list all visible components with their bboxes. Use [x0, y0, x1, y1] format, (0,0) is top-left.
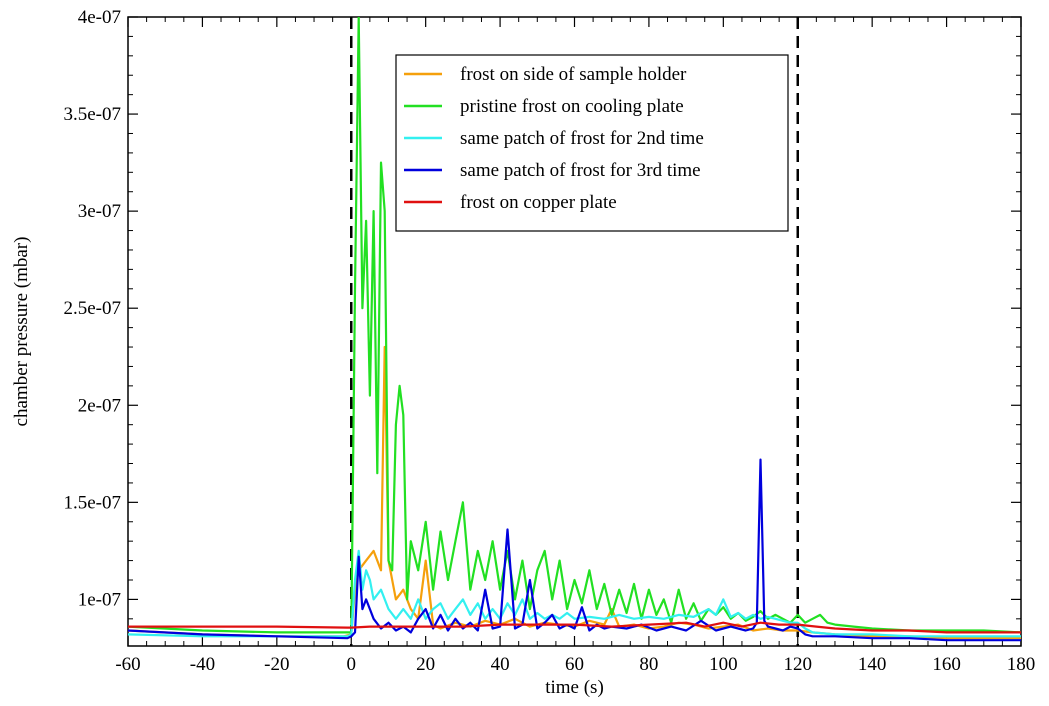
x-tick-label: 120: [784, 654, 813, 675]
x-tick-label: 0: [347, 654, 357, 675]
series-lines: [128, 17, 1021, 642]
y-tick-label: 2.5e-07: [63, 298, 121, 319]
y-tick-label: 1.5e-07: [63, 492, 121, 513]
legend: frost on side of sample holder pristine f…: [395, 54, 789, 232]
legend-label-2: pristine frost on cooling plate: [460, 96, 684, 117]
y-tick-label: 4e-07: [78, 7, 121, 28]
tick-labels: -60 -40 -20 0 20 40 60 80 100 120 140 160 180 1e-07 1.…: [63, 7, 1035, 675]
series-line-1: [128, 345, 1021, 640]
legend-label-5: frost on copper plate: [460, 192, 617, 213]
legend-label-1: frost on side of sample holder: [460, 64, 687, 85]
x-tick-label: 140: [858, 654, 887, 675]
axis-ticks: [127, 16, 1022, 646]
legend-box: [395, 54, 789, 232]
y-tick-label: 3e-07: [78, 201, 121, 222]
x-tick-label: -20: [264, 654, 289, 675]
series-line-4: [128, 458, 1021, 642]
series-line-2: [128, 17, 1021, 634]
x-axis-label: time (s): [545, 677, 604, 698]
legend-label-3: same patch of frost for 2nd time: [460, 128, 704, 149]
y-tick-label: 3.5e-07: [63, 104, 121, 125]
x-tick-label: -60: [115, 654, 140, 675]
x-tick-label: 100: [709, 654, 738, 675]
legend-label-4: same patch of frost for 3rd time: [460, 160, 701, 181]
y-axis-label: chamber pressure (mbar): [11, 237, 32, 427]
x-tick-label: -40: [190, 654, 215, 675]
x-tick-label: 160: [932, 654, 961, 675]
x-tick-label: 20: [416, 654, 435, 675]
x-tick-label: 80: [639, 654, 658, 675]
series-line-3: [128, 549, 1021, 638]
x-tick-label: 40: [491, 654, 510, 675]
x-tick-label: 180: [1007, 654, 1036, 675]
x-tick-label: 60: [565, 654, 584, 675]
y-tick-label: 1e-07: [78, 589, 121, 610]
y-tick-label: 2e-07: [78, 395, 121, 416]
series-line-5: [128, 621, 1021, 634]
